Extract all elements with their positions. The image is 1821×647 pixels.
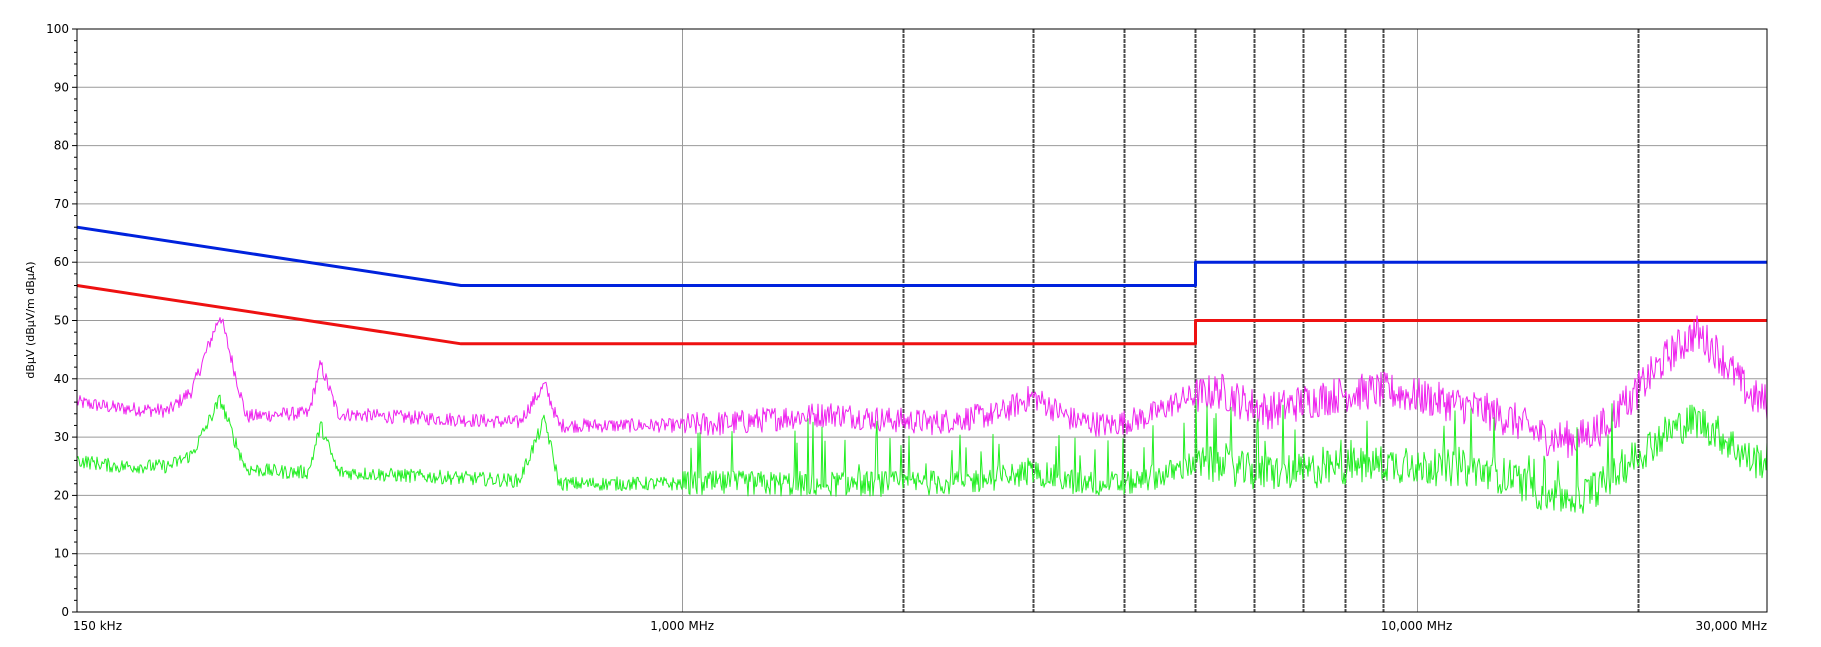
y-tick-labels: 0 10 20 30 40 50 60 70 80 90 100 <box>46 22 77 619</box>
series-line <box>76 284 1767 346</box>
y-tick-label: 80 <box>54 139 69 153</box>
y-tick-label: 20 <box>54 488 69 502</box>
y-tick-label: 90 <box>54 80 69 94</box>
x-tick-labels: 150 kHz 1,000 MHz 10,000 MHz 30,000 MHz <box>73 619 1767 633</box>
y-tick-label: 30 <box>54 430 69 444</box>
series-line <box>76 315 1768 459</box>
series-lines <box>76 225 1768 514</box>
y-tick-label: 100 <box>46 22 69 36</box>
x-tick-label: 30,000 MHz <box>1696 619 1767 633</box>
x-tick-label: 1,000 MHz <box>650 619 714 633</box>
series-line <box>76 394 1768 514</box>
x-tick-label: 150 kHz <box>73 619 122 633</box>
y-tick-label: 50 <box>54 314 69 328</box>
y-tick-label: 40 <box>54 372 69 386</box>
series-line <box>76 225 1767 287</box>
y-tick-label: 0 <box>61 605 69 619</box>
y-tick-label: 70 <box>54 197 69 211</box>
x-tick-label: 10,000 MHz <box>1381 619 1452 633</box>
y-tick-label: 10 <box>54 547 69 561</box>
y-axis-title: dBµV (dBµV/m dBµA) <box>24 261 37 378</box>
y-tick-label: 60 <box>54 255 69 269</box>
